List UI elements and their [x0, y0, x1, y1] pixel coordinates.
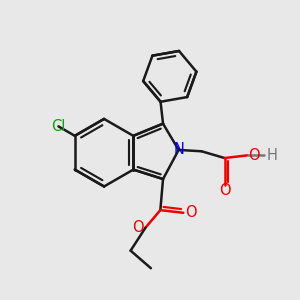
Text: Cl: Cl — [51, 119, 66, 134]
Text: O: O — [219, 183, 230, 198]
Text: O: O — [248, 148, 260, 163]
Text: N: N — [173, 142, 184, 158]
Text: O: O — [132, 220, 144, 235]
Text: H: H — [266, 148, 277, 163]
Text: O: O — [186, 205, 197, 220]
